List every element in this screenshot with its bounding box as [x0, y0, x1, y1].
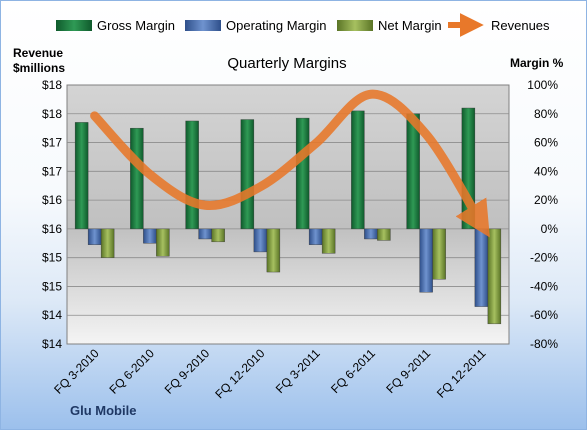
bar-operating-margin: [474, 228, 489, 307]
right-tick-label: -80%: [530, 337, 558, 351]
right-tick-label: -40%: [530, 279, 558, 293]
legend-swatch-net-margin: [337, 20, 373, 31]
category-label: FQ 9-2010: [162, 346, 213, 397]
legend-label-revenues: Revenues: [491, 18, 550, 33]
chart-title: Quarterly Margins: [227, 55, 346, 72]
bar-operating-margin: [198, 228, 212, 240]
footer-company: Glu Mobile: [70, 403, 136, 418]
category-label: FQ 12-2011: [434, 346, 489, 401]
left-axis-label-line2: $millions: [13, 61, 65, 75]
legend-label-net-margin: Net Margin: [378, 18, 442, 33]
legend-label-gross-margin: Gross Margin: [97, 18, 175, 33]
bar-operating-margin: [143, 228, 157, 244]
category-axis: FQ 3-2010 FQ 6-2010 FQ 9-2010 FQ 12-2010 FQ …: [51, 346, 488, 401]
left-tick-label: $17: [42, 136, 62, 150]
bar-gross-margin: [240, 119, 255, 230]
legend-swatch-gross-margin: [56, 20, 92, 31]
bar-gross-margin: [130, 127, 144, 230]
bar-net-margin: [156, 228, 170, 257]
right-axis-label: Margin %: [510, 56, 564, 70]
category-label: FQ 12-2010: [212, 346, 267, 401]
left-tick-label: $16: [42, 193, 62, 207]
bar-operating-margin: [87, 228, 102, 245]
bar-net-margin: [487, 228, 502, 325]
bar-operating-margin: [419, 228, 433, 293]
bar-gross-margin: [295, 117, 310, 230]
left-tick-label: $18: [42, 107, 62, 121]
category-label: FQ 3-2011: [273, 346, 323, 396]
category-label: FQ 6-2011: [328, 346, 378, 396]
left-axis-label-line1: Revenue: [13, 46, 63, 60]
left-axis: $18 $18 $17 $17 $16 $16 $15 $15 $14 $14: [42, 78, 62, 351]
left-tick-label: $14: [42, 308, 62, 322]
right-tick-label: -60%: [530, 308, 558, 322]
left-tick-label: $17: [42, 164, 62, 178]
left-tick-label: $14: [42, 337, 62, 351]
bar-gross-margin: [74, 122, 89, 230]
bar-operating-margin: [253, 228, 268, 253]
left-tick-label: $16: [42, 222, 62, 236]
bar-net-margin: [211, 228, 225, 243]
category-label: FQ 3-2010: [51, 346, 102, 397]
bar-net-margin: [266, 228, 281, 273]
revenues-line: [90, 89, 490, 238]
bar-net-margin: [377, 228, 391, 241]
bar-gross-margin: [185, 120, 199, 230]
bar-operating-margin: [308, 228, 323, 245]
right-axis: 100% 80% 60% 40% 20% 0% -20% -40% -60% -80%: [527, 78, 558, 351]
right-tick-label: 20%: [534, 193, 558, 207]
right-tick-label: 40%: [534, 164, 558, 178]
right-tick-label: 80%: [534, 107, 558, 121]
bar-gross-margin: [351, 110, 365, 230]
left-tick-label: $15: [42, 251, 62, 265]
legend: Gross Margin Operating Margin Net Margin…: [56, 13, 550, 37]
right-tick-label: -20%: [530, 251, 558, 265]
right-tick-label: 0%: [541, 222, 559, 236]
right-tick-label: 100%: [527, 78, 558, 92]
legend-label-operating-margin: Operating Margin: [226, 18, 326, 33]
bar-net-margin: [321, 228, 336, 254]
category-label: FQ 9-2011: [383, 346, 433, 396]
bar-net-margin: [100, 228, 115, 258]
right-tick-label: 60%: [534, 136, 558, 150]
left-tick-label: $18: [42, 78, 62, 92]
bar-operating-margin: [364, 228, 378, 240]
bar-net-margin: [432, 228, 446, 280]
legend-swatch-operating-margin: [185, 20, 221, 31]
category-label: FQ 6-2010: [107, 346, 158, 397]
left-tick-label: $15: [42, 279, 62, 293]
